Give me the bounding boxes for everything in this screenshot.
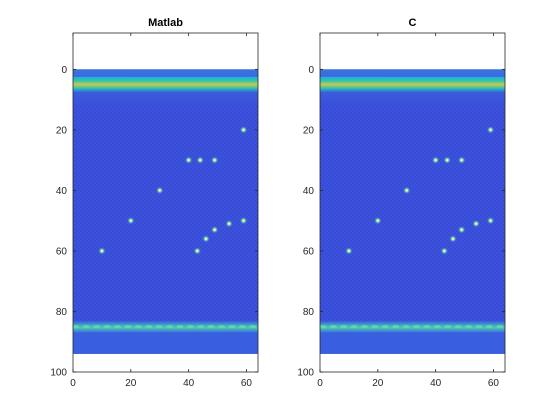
band-speckle <box>93 324 101 329</box>
bright-spot-core <box>443 249 446 252</box>
bright-spot-core <box>405 189 408 192</box>
band-speckle <box>485 324 493 329</box>
bright-spot-core <box>434 159 437 162</box>
band-speckle <box>114 324 122 329</box>
x-tick-label: 20 <box>372 378 384 389</box>
bright-spot-core <box>451 237 454 240</box>
bright-spot-core <box>213 159 216 162</box>
bright-spot-core <box>158 189 161 192</box>
band-speckle <box>465 324 473 329</box>
bright-band-bottom <box>320 320 505 333</box>
x-tick-label: 0 <box>317 378 323 389</box>
y-tick-label: 0 <box>308 65 314 76</box>
y-tick-label: 0 <box>61 65 67 76</box>
band-speckle <box>433 324 441 329</box>
y-tick-label: 100 <box>297 368 314 379</box>
y-tick-label: 80 <box>56 307 68 318</box>
y-tick-label: 40 <box>303 186 315 197</box>
heatmap-background <box>73 69 258 354</box>
heatmap-background <box>320 69 505 354</box>
x-tick-label: 20 <box>125 378 137 389</box>
bright-spot-core <box>100 249 103 252</box>
bright-spot-core <box>489 219 492 222</box>
bright-spot-core <box>213 228 216 231</box>
bright-spot-core <box>347 249 350 252</box>
band-speckle <box>361 324 369 329</box>
band-speckle <box>197 324 205 329</box>
bright-band-bottom <box>73 320 258 333</box>
band-speckle <box>402 324 410 329</box>
bright-band-top <box>73 76 258 93</box>
bright-spot-core <box>204 237 207 240</box>
x-tick-label: 40 <box>183 378 195 389</box>
bright-spot-core <box>489 128 492 131</box>
y-tick-label: 20 <box>56 125 68 136</box>
band-speckle <box>413 324 421 329</box>
band-speckle <box>166 324 174 329</box>
band-speckle <box>423 324 431 329</box>
band-speckle <box>124 324 132 329</box>
band-speckle <box>454 324 462 329</box>
bright-spot-core <box>242 219 245 222</box>
band-speckle <box>350 324 358 329</box>
bright-spot-core <box>460 159 463 162</box>
x-tick-label: 60 <box>241 378 253 389</box>
bright-spot-core <box>196 249 199 252</box>
bright-spot-core <box>228 222 231 225</box>
y-tick-label: 20 <box>303 125 315 136</box>
lower-region <box>320 332 505 354</box>
band-speckle <box>238 324 246 329</box>
bright-band-top <box>320 76 505 93</box>
band-speckle <box>249 324 257 329</box>
band-speckle <box>103 324 111 329</box>
y-tick-label: 80 <box>303 307 315 318</box>
chart-title: Matlab <box>148 17 183 29</box>
y-tick-label: 60 <box>303 246 315 257</box>
lower-region <box>73 332 258 354</box>
bright-spot-core <box>199 159 202 162</box>
axes-frame <box>72 32 259 373</box>
band-speckle <box>444 324 452 329</box>
band-speckle <box>329 324 337 329</box>
bright-spot-core <box>446 159 449 162</box>
bright-spot-core <box>376 219 379 222</box>
band-speckle <box>392 324 400 329</box>
axes-c: C 0 20 40 60 0 20 40 60 80 100 <box>297 17 506 389</box>
band-speckle <box>155 324 163 329</box>
band-speckle <box>496 324 504 329</box>
bright-spot-core <box>475 222 478 225</box>
band-speckle <box>340 324 348 329</box>
bright-spot-core <box>187 159 190 162</box>
bright-spot-core <box>460 228 463 231</box>
x-tick-label: 0 <box>70 378 76 389</box>
band-speckle <box>319 324 327 329</box>
band-speckle <box>228 324 236 329</box>
band-speckle <box>218 324 226 329</box>
band-speckle <box>186 324 194 329</box>
bright-spot-core <box>129 219 132 222</box>
band-speckle <box>381 324 389 329</box>
chart-title: C <box>409 17 417 29</box>
bright-spot-core <box>242 128 245 131</box>
band-speckle <box>371 324 379 329</box>
axes-matlab: Matlab 0 20 40 60 0 20 40 60 80 100 <box>50 17 259 389</box>
band-speckle <box>475 324 483 329</box>
x-tick-label: 40 <box>430 378 442 389</box>
band-speckle <box>72 324 80 329</box>
band-speckle <box>176 324 184 329</box>
band-speckle <box>207 324 215 329</box>
x-tick-label: 60 <box>488 378 500 389</box>
heatmap-image <box>319 69 505 354</box>
axes-frame <box>319 32 506 373</box>
y-tick-label: 100 <box>50 368 67 379</box>
heatmap-image <box>72 69 258 354</box>
y-tick-label: 40 <box>56 186 68 197</box>
band-speckle <box>82 324 90 329</box>
band-speckle <box>145 324 153 329</box>
band-speckle <box>134 324 142 329</box>
y-tick-label: 60 <box>56 246 68 257</box>
